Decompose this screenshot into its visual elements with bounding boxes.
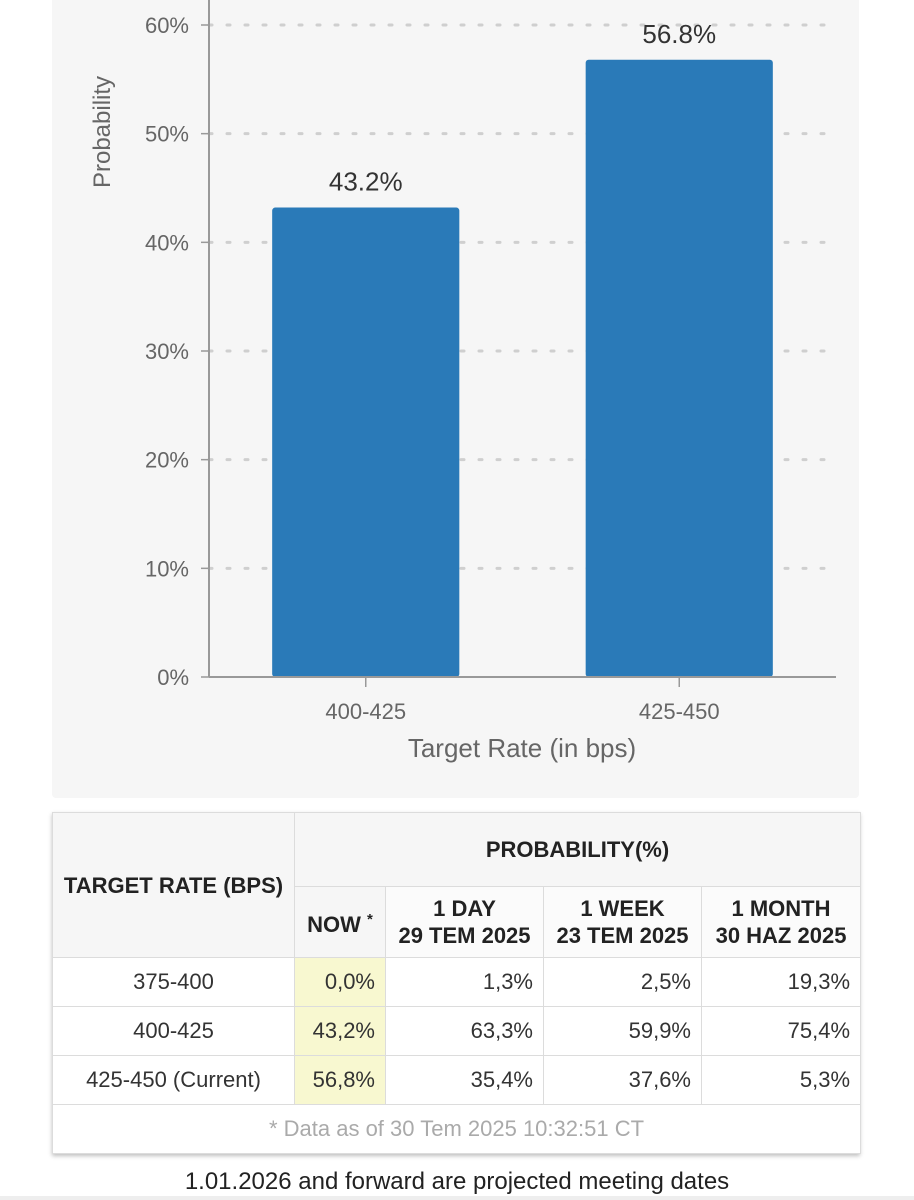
table-row: 375-400 0,0% 1,3% 2,5% 19,3% [52, 957, 862, 1007]
x-tick-label: 425-450 [639, 699, 720, 724]
one-month-cell: 75,4% [700, 1006, 862, 1056]
one-month-header: 1 MONTH 30 HAZ 2025 [700, 885, 862, 958]
one-week-label: 1 WEEK [580, 895, 665, 921]
y-tick-label: 20% [145, 448, 189, 473]
one-day-cell: 35,4% [385, 1055, 544, 1105]
y-tick-label: 60% [145, 13, 189, 38]
y-tick-label: 0% [157, 665, 189, 690]
table-row: 400-425 43,2% 63,3% 59,9% 75,4% [52, 1006, 862, 1056]
probability-header: PROBABILITY(%) [293, 812, 862, 887]
one-day-cell: 1,3% [385, 957, 544, 1007]
now-header-marker: * [367, 910, 373, 928]
target-rate-cell: 425-450 (Current) [52, 1055, 295, 1105]
now-cell: 0,0% [294, 957, 386, 1007]
now-header-label: NOW [307, 911, 361, 937]
x-axis-title: Target Rate (in bps) [408, 733, 636, 763]
x-tick-label: 400-425 [325, 699, 406, 724]
now-cell: 43,2% [294, 1006, 386, 1056]
one-week-cell: 37,6% [543, 1055, 702, 1105]
now-cell: 56,8% [294, 1055, 386, 1105]
one-day-header: 1 DAY 29 TEM 2025 [385, 885, 544, 958]
one-day-label: 1 DAY [433, 895, 496, 921]
one-day-date: 29 TEM 2025 [398, 922, 531, 948]
target-rate-cell: 375-400 [52, 957, 295, 1007]
y-tick-label: 40% [145, 230, 189, 255]
target-rate-cell: 400-425 [52, 1006, 295, 1056]
bar-value-label: 43.2% [329, 167, 403, 197]
table-row: 425-450 (Current) 56,8% 35,4% 37,6% 5,3% [52, 1055, 862, 1105]
probability-table-container: TARGET RATE (BPS) PROBABILITY(%) NOW * 1… [51, 812, 862, 1154]
one-month-date: 30 HAZ 2025 [715, 922, 847, 948]
chart-panel: 0% 10% 20% 30% 40% 50% 60% 43.2% 400-425 56.8% 425… [52, 0, 859, 798]
one-day-cell: 63,3% [385, 1006, 544, 1056]
y-tick-label: 30% [145, 339, 189, 364]
target-rate-header: TARGET RATE (BPS) [52, 812, 295, 958]
one-month-label: 1 MONTH [731, 895, 831, 921]
bar-400-425 [272, 207, 460, 677]
y-axis-title: Probability [89, 76, 116, 188]
bar-425-450 [585, 59, 773, 678]
bottom-divider [0, 1196, 914, 1200]
probability-table: TARGET RATE (BPS) PROBABILITY(%) NOW * 1… [51, 812, 862, 1154]
now-header: NOW * [294, 885, 386, 958]
one-month-cell: 5,3% [700, 1055, 862, 1105]
one-week-date: 23 TEM 2025 [556, 922, 689, 948]
data-timestamp-footnote: * Data as of 30 Tem 2025 10:32:51 CT [51, 1104, 862, 1154]
one-month-cell: 19,3% [700, 957, 862, 1007]
one-week-header: 1 WEEK 23 TEM 2025 [543, 885, 702, 958]
projected-dates-note: 1.01.2026 and forward are projected meet… [184, 1168, 730, 1195]
y-tick-label: 50% [145, 122, 189, 147]
one-week-cell: 59,9% [543, 1006, 702, 1056]
y-tick-label: 10% [145, 556, 189, 581]
bar-value-label: 56.8% [642, 19, 716, 49]
footnote-row: * Data as of 30 Tem 2025 10:32:51 CT [51, 1104, 862, 1154]
probability-bar-chart: 0% 10% 20% 30% 40% 50% 60% 43.2% 400-425 56.8% 425… [89, 0, 838, 763]
one-week-cell: 2,5% [543, 957, 702, 1007]
